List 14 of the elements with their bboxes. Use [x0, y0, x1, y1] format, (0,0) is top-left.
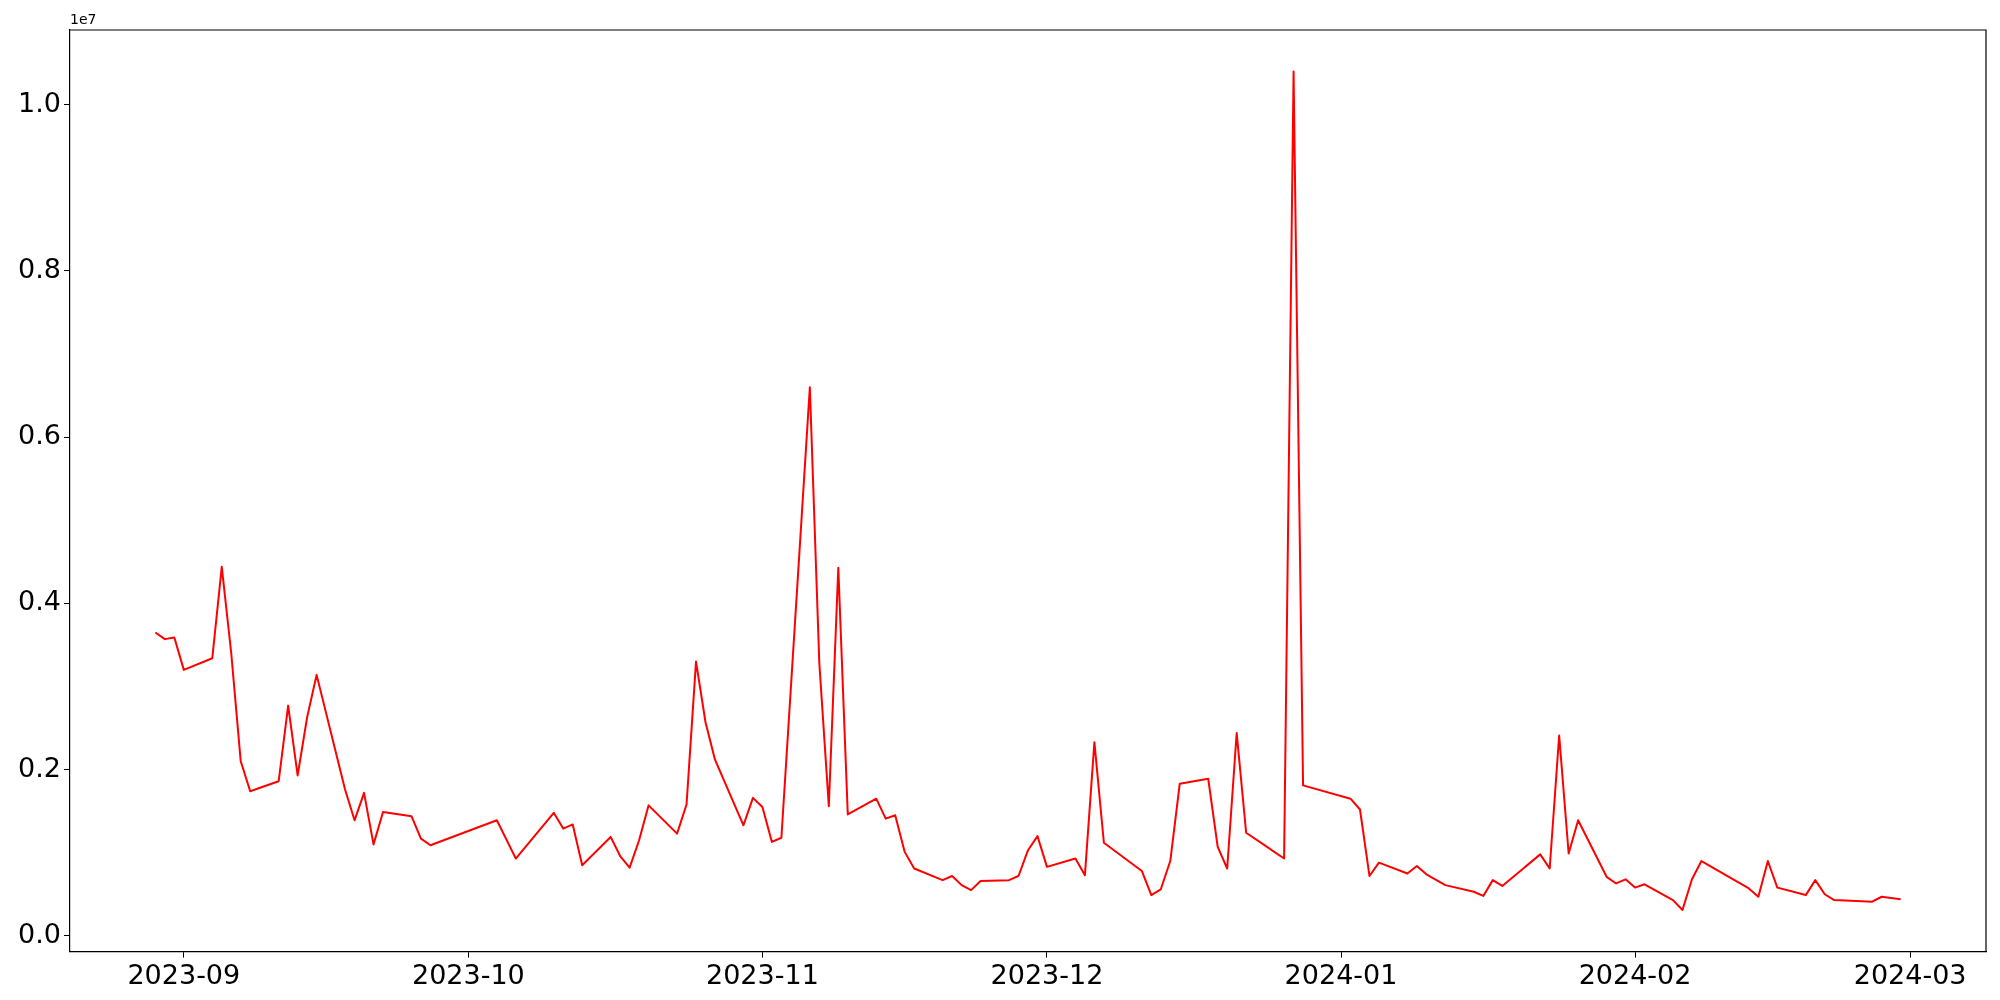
x-tick-label: 2023-11 [706, 958, 819, 990]
y-tick-label: 0.4 [18, 585, 61, 617]
x-tick-label: 2024-01 [1284, 958, 1398, 990]
y-tick-label: 0.2 [18, 751, 61, 783]
y-tick-label: 0.6 [18, 419, 61, 451]
x-tick-label: 2023-10 [411, 958, 525, 990]
y-tick-label: 1.0 [18, 86, 61, 118]
x-tick-label: 2024-03 [1853, 958, 1967, 990]
x-tick-label: 2023-09 [127, 958, 241, 990]
y-tick-label: 0.0 [18, 917, 61, 949]
x-tick-label: 2023-12 [990, 958, 1104, 990]
y-tick-label: 0.8 [18, 253, 61, 285]
text: 1e7 [70, 10, 97, 27]
x-tick-label: 2024-02 [1578, 958, 1692, 990]
